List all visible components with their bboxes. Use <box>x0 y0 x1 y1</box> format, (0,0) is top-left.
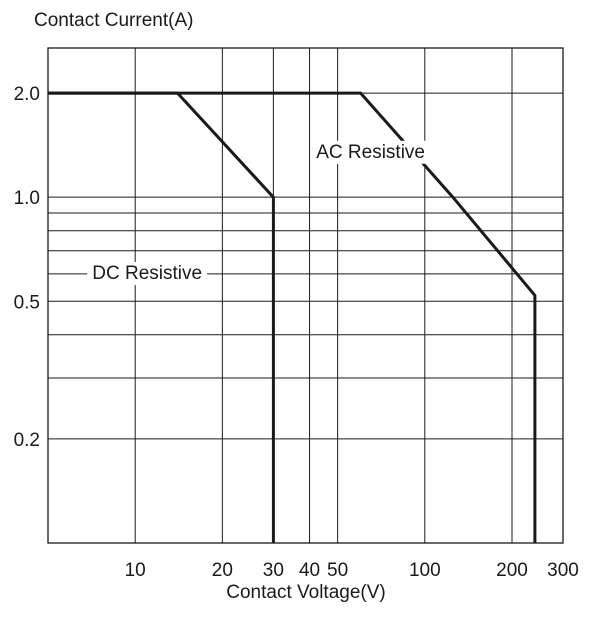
series-line-dc-resistive <box>48 91 275 543</box>
x-tick-label-100: 100 <box>409 560 441 581</box>
x-axis-label: Contact Voltage(V) <box>226 582 386 603</box>
series-label-bg-ac-resistive <box>311 140 431 164</box>
x-tick-label-30: 30 <box>263 560 284 581</box>
x-tick-label-50: 50 <box>327 560 348 581</box>
grid-lines <box>48 48 563 543</box>
plot-frame <box>47 47 564 544</box>
y-axis-label: Contact Current(A) <box>34 10 194 31</box>
x-tick-labels: 10 20 30 40 50 100 200 300 <box>125 560 579 581</box>
y-tick-label-0-2: 0.2 <box>14 430 40 451</box>
x-tick-label-200: 200 <box>496 560 528 581</box>
series-labels: DC Resistive AC Resistive <box>87 140 431 285</box>
x-tick-label-300: 300 <box>547 560 579 581</box>
y-tick-label-0-5: 0.5 <box>14 292 40 313</box>
series-line-ac-resistive <box>48 91 537 543</box>
y-tick-labels: 2.0 1.0 0.5 0.2 <box>14 84 40 451</box>
x-tick-label-20: 20 <box>212 560 233 581</box>
y-tick-label-2-0: 2.0 <box>14 84 40 105</box>
x-tick-label-10: 10 <box>125 560 146 581</box>
series-label-dc-resistive: DC Resistive <box>92 263 202 284</box>
series-lines <box>48 91 537 543</box>
series-label-bg-dc-resistive <box>87 261 208 285</box>
x-tick-label-40: 40 <box>299 560 320 581</box>
y-tick-label-1-0: 1.0 <box>14 188 40 209</box>
series-label-ac-resistive: AC Resistive <box>316 142 425 163</box>
